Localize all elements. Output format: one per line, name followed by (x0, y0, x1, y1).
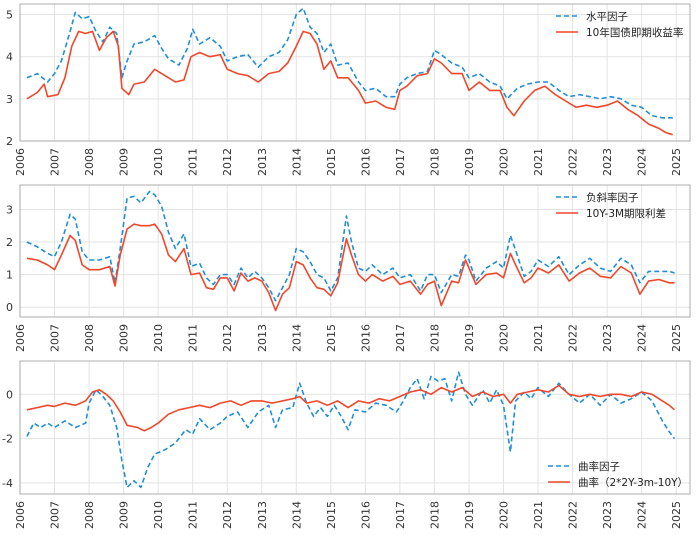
y-tick-label: 2 (6, 236, 13, 249)
x-tick-label: 2008 (83, 148, 96, 176)
x-tick-label: 2013 (256, 148, 269, 176)
chart-panel-2: 0 1 2 3 2006 2007 2008 2009 2010 2011 2012 2013 2014… (6, 184, 691, 352)
x-tick-label: 2021 (532, 148, 545, 176)
x-tick-label: 2022 (567, 148, 580, 176)
y-tick-label: 2 (6, 135, 13, 148)
x-tick-label: 2017 (394, 501, 407, 529)
x-tick-label: 2015 (325, 148, 338, 176)
chart-panel-3: -4 -2 0 2006 2007 2008 2009 2010 2011 2012 2013 201… (2, 360, 691, 529)
x-tick-label: 2023 (601, 324, 614, 352)
y-tick-label: -2 (2, 433, 13, 446)
x-tick-label: 2017 (394, 324, 407, 352)
x-tick-label: 2020 (498, 148, 511, 176)
legend-label: 10Y-3M期限利差 (586, 207, 666, 220)
x-tick-label: 2015 (325, 324, 338, 352)
x-tick-label: 2014 (290, 324, 303, 352)
x-tick-label: 2021 (532, 324, 545, 352)
legend-label: 曲率（2*2Y-3m-10Y） (578, 476, 688, 489)
x-tick-label: 2024 (636, 324, 649, 352)
x-tick-label: 2023 (601, 148, 614, 176)
y-tick-label: 0 (6, 301, 13, 314)
x-tick-label: 2022 (567, 501, 580, 529)
x-tick-label: 2007 (49, 501, 62, 529)
x-tick-label: 2015 (325, 501, 338, 529)
x-tick-label: 2011 (187, 501, 200, 529)
plot-area-frame (19, 184, 691, 318)
x-tick-label: 2014 (290, 501, 303, 529)
x-tick-label: 2016 (359, 324, 372, 352)
y-tick-label: 5 (6, 9, 13, 22)
x-tick-label: 2008 (83, 324, 96, 352)
x-tick-label: 2016 (359, 501, 372, 529)
x-tick-label: 2010 (152, 148, 165, 176)
x-tick-label: 2025 (670, 148, 683, 176)
legend: 负斜率因子 10Y-3M期限利差 (556, 191, 666, 220)
x-tick-label: 2024 (636, 501, 649, 529)
x-tick-label: 2021 (532, 501, 545, 529)
x-tick-label: 2009 (118, 148, 131, 176)
x-tick-label: 2010 (152, 501, 165, 529)
x-tick-label: 2016 (359, 148, 372, 176)
x-tick-label: 2007 (49, 148, 62, 176)
x-tick-label: 2012 (221, 324, 234, 352)
legend: 水平因子 10年国债即期收益率 (556, 11, 683, 39)
x-tick-label: 2014 (290, 148, 303, 176)
plot-area-frame (19, 3, 691, 142)
series-line-2 (26, 223, 675, 312)
series-line-1 (26, 371, 676, 489)
y-tick-label: 0 (6, 388, 13, 401)
legend-label: 水平因子 (586, 11, 628, 23)
x-tick-label: 2006 (14, 148, 27, 176)
x-tick-label: 2020 (498, 324, 511, 352)
legend-label: 10年国债即期收益率 (586, 26, 683, 39)
x-tick-label: 2009 (118, 324, 131, 352)
legend-label: 负斜率因子 (586, 191, 639, 204)
x-tick-label: 2017 (394, 148, 407, 176)
x-tick-label: 2012 (221, 148, 234, 176)
x-tick-label: 2025 (670, 501, 683, 529)
x-tick-label: 2023 (601, 501, 614, 529)
x-tick-label: 2019 (463, 148, 476, 176)
series-line-1 (26, 190, 675, 302)
plot-area-frame (19, 360, 691, 495)
x-tick-label: 2019 (463, 501, 476, 529)
x-tick-label: 2018 (428, 501, 441, 529)
x-tick-label: 2020 (498, 501, 511, 529)
y-tick-label: 1 (6, 269, 13, 282)
x-tick-label: 2013 (256, 324, 269, 352)
y-tick-label: -4 (2, 477, 13, 490)
x-tick-label: 2006 (14, 324, 27, 352)
y-tick-label: 4 (6, 51, 13, 64)
x-tick-label: 2018 (428, 148, 441, 176)
x-tick-label: 2012 (221, 501, 234, 529)
series-line-2 (26, 30, 673, 136)
x-tick-label: 2024 (636, 148, 649, 176)
x-tick-label: 2025 (670, 324, 683, 352)
x-tick-label: 2008 (83, 501, 96, 529)
x-tick-label: 2011 (187, 324, 200, 352)
x-tick-label: 2018 (428, 324, 441, 352)
x-tick-label: 2013 (256, 501, 269, 529)
x-tick-label: 2011 (187, 148, 200, 176)
chart-panel-1: 2 3 4 5 2006 2007 2008 2009 2010 2011 2012 2013 2014… (6, 3, 691, 176)
y-tick-label: 3 (6, 203, 13, 216)
y-tick-label: 3 (6, 93, 13, 106)
x-tick-label: 2009 (118, 501, 131, 529)
x-tick-label: 2022 (567, 324, 580, 352)
x-tick-label: 2019 (463, 324, 476, 352)
legend-label: 曲率因子 (578, 460, 620, 473)
x-tick-label: 2010 (152, 324, 165, 352)
x-tick-label: 2006 (14, 501, 27, 529)
x-tick-label: 2007 (49, 324, 62, 352)
series-line-2 (26, 384, 676, 432)
